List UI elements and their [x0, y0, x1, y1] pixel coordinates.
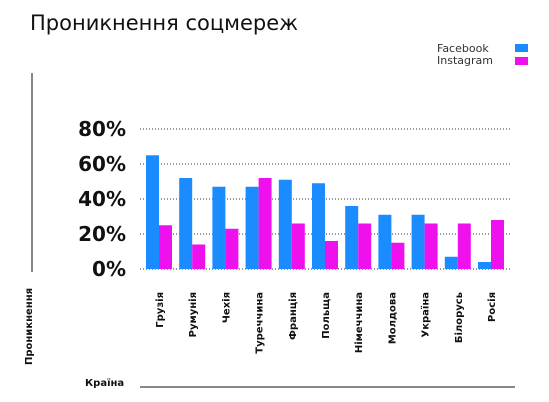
bar-instagram	[491, 220, 504, 269]
y-axis-label: Проникнення	[24, 288, 35, 365]
legend-swatch-facebook	[515, 44, 528, 52]
bar-instagram	[325, 241, 338, 269]
bar-facebook	[179, 178, 193, 269]
x-tick-label: Туреччина	[255, 292, 266, 354]
y-tick-label: 60%	[78, 152, 126, 176]
y-tick-label: 40%	[78, 187, 126, 211]
bar-facebook	[278, 179, 292, 269]
x-tick-label: Німеччина	[354, 292, 365, 353]
bar-facebook	[146, 155, 159, 269]
x-tick-label: Польща	[321, 292, 332, 339]
y-tick-label: 20%	[78, 222, 126, 246]
x-tick-label: Росія	[487, 292, 498, 322]
x-tick-label: Чехія	[221, 292, 232, 323]
bar-instagram	[225, 228, 239, 269]
x-tick-label: Україна	[420, 292, 432, 338]
bar-instagram	[358, 223, 372, 269]
bar-facebook	[411, 214, 425, 269]
bar-instagram	[192, 244, 206, 269]
x-tick-label: Грузія	[155, 292, 166, 328]
y-ticks: 0% 20% 40% 60% 80%	[78, 117, 126, 281]
bar-facebook	[478, 262, 491, 269]
x-axis-label: Країна	[85, 377, 124, 389]
bar-instagram	[159, 225, 172, 269]
bar-instagram	[391, 242, 405, 269]
x-tick-label: Білорусь	[454, 292, 465, 343]
bar-instagram	[291, 223, 305, 269]
legend: Facebook Instagram	[437, 42, 528, 67]
x-tick-label: Румунія	[188, 292, 199, 337]
bar-facebook	[444, 256, 458, 269]
x-tick-label: Молдова	[387, 292, 398, 344]
bar-facebook	[345, 206, 359, 269]
legend-label-facebook: Facebook	[437, 42, 489, 55]
bar-facebook	[245, 186, 259, 269]
bar-instagram	[457, 223, 471, 269]
x-tick-label: Франція	[288, 292, 299, 340]
legend-swatch-instagram	[515, 57, 528, 65]
legend-label-instagram: Instagram	[437, 54, 493, 67]
bar-instagram	[424, 223, 438, 269]
y-tick-label: 0%	[92, 257, 126, 281]
x-ticks: Грузія Румунія Чехія Туреччина Франція Польща…	[155, 292, 498, 354]
bar-instagram	[258, 178, 272, 269]
bars	[146, 155, 504, 269]
bar-facebook	[212, 186, 226, 269]
chart-title: Проникнення соцмереж	[30, 11, 298, 35]
bar-facebook	[378, 214, 392, 269]
bar-facebook	[312, 183, 325, 269]
y-tick-label: 80%	[78, 117, 126, 141]
